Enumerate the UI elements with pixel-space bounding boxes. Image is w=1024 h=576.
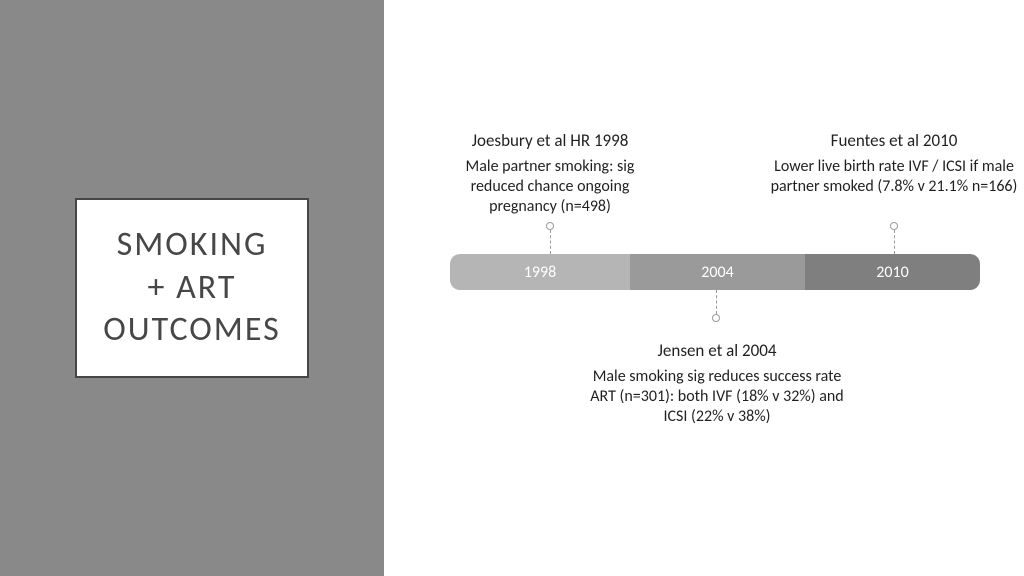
- entry-desc: Male smoking sig reduces success rate AR…: [582, 367, 852, 427]
- dot-fuentes: [890, 222, 898, 230]
- entry-title: Fuentes et al 2010: [766, 130, 1022, 151]
- entry-title: Jensen et al 2004: [582, 340, 852, 361]
- timeline-bar: 1998 2004 2010: [450, 254, 980, 290]
- timeline-label: 2004: [701, 263, 733, 282]
- timeline-segment-1998: 1998: [450, 254, 630, 290]
- title-box: SMOKING + ART OUTCOMES: [75, 198, 309, 378]
- timeline-segment-2004: 2004: [630, 254, 805, 290]
- right-panel: 1998 2004 2010 Joesbury et al HR 1998 Ma…: [384, 0, 1024, 576]
- entry-title: Joesbury et al HR 1998: [440, 130, 660, 151]
- title-line-2: + ART: [103, 267, 281, 310]
- title-line-3: OUTCOMES: [103, 309, 281, 352]
- timeline-label: 2010: [876, 263, 908, 282]
- entry-desc: Male partner smoking: sig reduced chance…: [440, 157, 660, 217]
- timeline-segment-2010: 2010: [805, 254, 980, 290]
- dot-joesbury: [546, 222, 554, 230]
- timeline-label: 1998: [524, 263, 556, 282]
- entry-fuentes: Fuentes et al 2010 Lower live birth rate…: [766, 130, 1022, 197]
- entry-desc: Lower live birth rate IVF / ICSI if male…: [766, 157, 1022, 197]
- entry-jensen: Jensen et al 2004 Male smoking sig reduc…: [582, 340, 852, 427]
- left-panel: SMOKING + ART OUTCOMES: [0, 0, 384, 576]
- title-line-1: SMOKING: [103, 224, 281, 267]
- entry-joesbury: Joesbury et al HR 1998 Male partner smok…: [440, 130, 660, 217]
- slide: SMOKING + ART OUTCOMES 1998 2004 2010 Jo…: [0, 0, 1024, 576]
- connector-joesbury: [550, 230, 551, 254]
- connector-fuentes: [894, 230, 895, 254]
- connector-jensen: [716, 290, 717, 314]
- dot-jensen: [712, 314, 720, 322]
